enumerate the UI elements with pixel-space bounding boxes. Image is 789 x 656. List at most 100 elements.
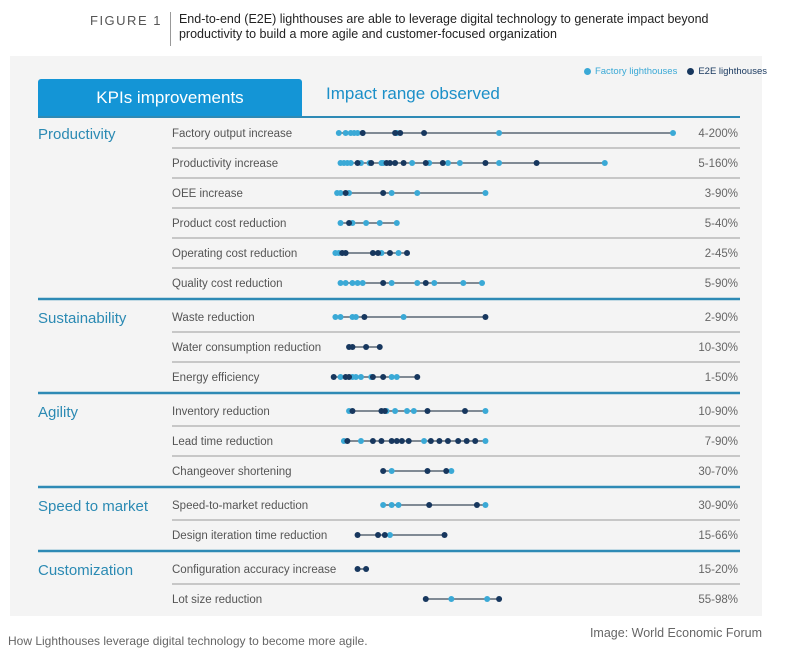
category-label: Customization bbox=[38, 562, 133, 579]
e2e-dot bbox=[388, 438, 395, 444]
factory-dot bbox=[482, 408, 489, 414]
e2e-dot bbox=[354, 160, 361, 166]
factory-dot bbox=[431, 280, 438, 286]
factory-dot bbox=[354, 280, 361, 286]
kpi-label: Quality cost reduction bbox=[172, 278, 283, 290]
factory-dot bbox=[388, 502, 395, 508]
factory-dot bbox=[400, 314, 407, 320]
figure-title: End-to-end (E2E) lighthouses are able to… bbox=[178, 12, 709, 41]
e2e-dot bbox=[482, 160, 489, 166]
range-label: 2-90% bbox=[705, 312, 738, 324]
e2e-dot bbox=[386, 160, 393, 166]
e2e-dot bbox=[422, 280, 429, 286]
e2e-dot bbox=[397, 130, 404, 136]
factory-dot bbox=[386, 532, 393, 538]
e2e-dot bbox=[361, 314, 368, 320]
image-credit: Image: World Economic Forum bbox=[589, 626, 762, 640]
factory-dot bbox=[482, 190, 489, 196]
e2e-dot bbox=[386, 250, 393, 256]
e2e-dot bbox=[376, 344, 383, 350]
e2e-dot bbox=[427, 438, 434, 444]
kpi-label: Changeover shortening bbox=[172, 466, 292, 478]
range-label: 5-40% bbox=[705, 218, 738, 230]
factory-dot bbox=[357, 374, 364, 380]
factory-dot bbox=[484, 596, 491, 602]
e2e-dot bbox=[472, 438, 479, 444]
range-label: 2-45% bbox=[705, 248, 738, 260]
kpi-label: Product cost reduction bbox=[172, 218, 286, 230]
e2e-dot bbox=[463, 438, 470, 444]
e2e-dot bbox=[482, 314, 489, 320]
kpi-label: Lead time reduction bbox=[172, 436, 273, 448]
factory-dot bbox=[342, 130, 349, 136]
kpi-label: Energy efficiency bbox=[172, 372, 260, 384]
factory-dot bbox=[421, 438, 428, 444]
factory-dot bbox=[359, 280, 366, 286]
factory-dot bbox=[496, 160, 503, 166]
factory-dot bbox=[414, 280, 421, 286]
e2e-dot bbox=[444, 438, 451, 444]
tab-kpis-improvements: KPIs improvements bbox=[38, 79, 302, 117]
e2e-dot bbox=[436, 438, 443, 444]
e2e-dot bbox=[375, 250, 382, 256]
factory-dot bbox=[376, 220, 383, 226]
range-label: 10-90% bbox=[698, 406, 738, 418]
figure-header: FIGURE 1 End-to-end (E2E) lighthouses ar… bbox=[90, 12, 739, 46]
kpi-label: Speed-to-market reduction bbox=[172, 500, 308, 512]
factory-dot bbox=[414, 190, 421, 196]
factory-dot bbox=[456, 160, 463, 166]
e2e-dot bbox=[421, 130, 428, 136]
e2e-dot bbox=[380, 280, 387, 286]
factory-dot bbox=[347, 160, 354, 166]
range-label: 5-160% bbox=[698, 158, 738, 170]
e2e-dot bbox=[381, 532, 388, 538]
factory-dot bbox=[482, 502, 489, 508]
e2e-dot bbox=[424, 468, 431, 474]
e2e-dot bbox=[369, 374, 376, 380]
e2e-dot bbox=[392, 130, 399, 136]
e2e-dot bbox=[439, 160, 446, 166]
kpi-label: Operating cost reduction bbox=[172, 248, 297, 260]
e2e-dot bbox=[378, 438, 385, 444]
factory-dot bbox=[393, 220, 400, 226]
factory-dot bbox=[395, 250, 402, 256]
factory-dot bbox=[380, 502, 387, 508]
factory-dot bbox=[337, 314, 344, 320]
e2e-dot bbox=[363, 566, 370, 572]
legend-label-factory: Factory lighthouses bbox=[594, 66, 678, 77]
factory-dot bbox=[357, 438, 364, 444]
e2e-dot bbox=[344, 438, 351, 444]
e2e-dot bbox=[405, 438, 412, 444]
factory-dot bbox=[601, 160, 608, 166]
factory-dot bbox=[363, 220, 370, 226]
range-label: 5-90% bbox=[705, 278, 738, 290]
kpi-label: Lot size reduction bbox=[172, 594, 262, 606]
e2e-dot bbox=[342, 190, 349, 196]
factory-dot bbox=[388, 280, 395, 286]
factory-dot bbox=[352, 314, 359, 320]
legend-item-factory: Factory lighthouses bbox=[583, 66, 678, 77]
factory-dot bbox=[332, 314, 339, 320]
factory-dot bbox=[354, 130, 361, 136]
factory-dot bbox=[393, 374, 400, 380]
e2e-dot bbox=[424, 408, 431, 414]
e2e-dot bbox=[398, 438, 405, 444]
e2e-dot bbox=[422, 160, 429, 166]
range-label: 15-66% bbox=[698, 530, 738, 542]
factory-dot bbox=[337, 280, 344, 286]
category-label: Speed to market bbox=[38, 498, 149, 515]
category-label: Sustainability bbox=[38, 310, 127, 327]
range-label: 10-30% bbox=[698, 342, 738, 354]
factory-dot bbox=[392, 408, 399, 414]
e2e-dot bbox=[422, 596, 429, 602]
e2e-dot bbox=[455, 438, 462, 444]
factory-dot bbox=[352, 374, 359, 380]
factory-dot bbox=[670, 130, 676, 136]
e2e-dot bbox=[359, 130, 366, 136]
factory-dot bbox=[482, 438, 489, 444]
kpi-label: OEE increase bbox=[172, 188, 243, 200]
e2e-dot bbox=[393, 438, 400, 444]
e2e-dot bbox=[473, 502, 480, 508]
e2e-dot bbox=[349, 344, 356, 350]
